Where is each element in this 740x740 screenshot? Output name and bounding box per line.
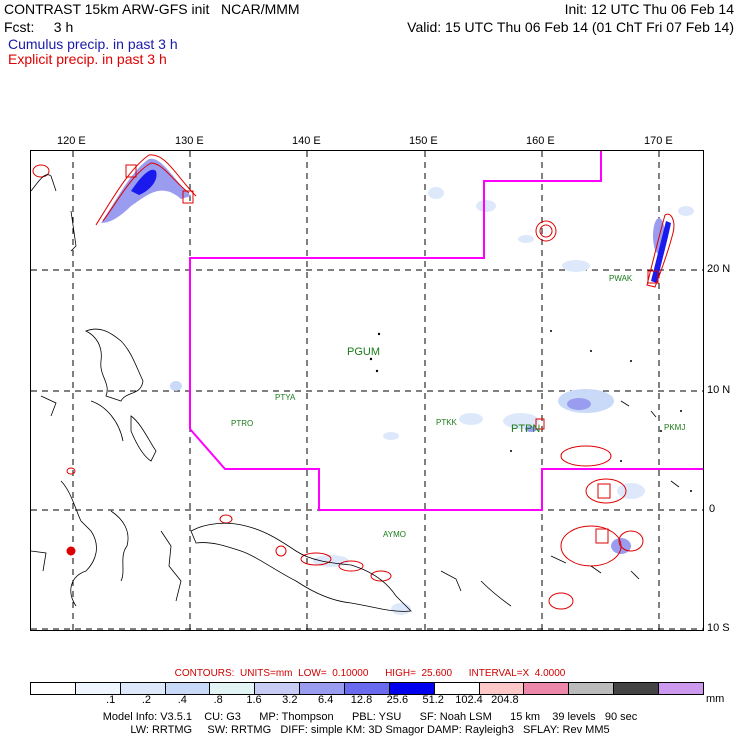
colorbar-tick-label: 102.4 (455, 694, 483, 706)
lat-label-20n: 20 N (707, 263, 731, 275)
colorbar-swatch (31, 683, 76, 694)
station-ptkk: PTKK (436, 418, 457, 427)
colorbar-swatch (255, 683, 301, 694)
colorbar-swatch (120, 683, 166, 694)
colorbar-tick-label: 1.6 (246, 694, 262, 706)
model-info-line1: Model Info: V3.5.1 CU: G3 MP: Thompson P… (102, 711, 638, 723)
colorbar-swatch (434, 683, 480, 694)
colorbar-units: mm (706, 693, 725, 705)
station-pwak: PWAK (609, 274, 633, 283)
legend-explicit-precip: Explicit precip. in past 3 h (8, 51, 167, 67)
colorbar-tick-label: .4 (177, 694, 187, 706)
model-info-line2: LW: RRTMG SW: RRTMG DIFF: simple KM: 3D … (130, 724, 610, 736)
fir-boundary (189, 151, 703, 511)
island-dots (369, 330, 692, 492)
colorbar-tick-label: 51.2 (422, 694, 444, 706)
lon-label-140e: 140 E (292, 135, 321, 147)
colorbar-swatch (389, 683, 435, 694)
station-ptya: PTYA (275, 393, 296, 402)
precip-colorbar (30, 682, 704, 695)
station-aymo: AYMO (383, 530, 406, 539)
station-pkmj: PKMJ (664, 423, 686, 432)
init-time: Init: 12 UTC Thu 06 Feb 14 (564, 1, 734, 17)
legend-cumulus-precip: Cumulus precip. in past 3 h (8, 36, 178, 52)
explicit-precip-contours (32, 164, 644, 610)
graticule (31, 151, 703, 630)
colorbar-labels: .1 .2 .4 .8 1.6 3.2 6.4 12.8 25.6 51.2 102.4 204.8 (30, 694, 702, 706)
colorbar-tick-label: .8 (213, 694, 223, 706)
lat-label-10n: 10 N (707, 384, 731, 396)
map-canvas (31, 151, 703, 630)
colorbar-swatch (165, 683, 211, 694)
colorbar-tick-label: .2 (141, 694, 152, 706)
station-ptpn: PTPN (511, 423, 541, 435)
lat-label-10s: 10 S (707, 622, 730, 634)
station-pgum: PGUM (347, 346, 380, 358)
colorbar-swatch (614, 683, 660, 694)
lon-label-170e: 170 E (644, 135, 673, 147)
precip-band-northwest (95, 154, 197, 226)
contours-info: CONTOURS: UNITS=mm LOW= 0.10000 HIGH= 25… (174, 668, 566, 679)
colorbar-swatch (524, 683, 570, 694)
lat-label-0: 0 (709, 503, 716, 515)
colorbar-swatch (479, 683, 525, 694)
colorbar-swatch (659, 683, 703, 694)
lon-label-120e: 120 E (57, 135, 86, 147)
moderate-precip-areas (525, 218, 665, 554)
colorbar-swatch (75, 683, 121, 694)
colorbar-tick-label: 12.8 (350, 694, 373, 706)
colorbar-tick-label: .1 (106, 694, 116, 706)
station-ptro: PTRO (231, 419, 254, 428)
colorbar-swatch (569, 683, 615, 694)
colorbar-tick-label: 3.2 (282, 694, 298, 706)
coastlines (31, 174, 680, 612)
colorbar-swatch (345, 683, 390, 694)
precip-band-northeast (646, 213, 675, 288)
lon-label-150e: 150 E (409, 135, 438, 147)
colorbar-swatch (210, 683, 256, 694)
colorbar-tick-label: 204.8 (491, 694, 519, 706)
colorbar-tick-label: 6.4 (318, 694, 334, 706)
valid-time: Valid: 15 UTC Thu 06 Feb 14 (01 ChT Fri … (407, 19, 734, 35)
map-panel: PGUM PTYA PTRO PTKK PTPN PWAK PKMJ AYMO (30, 150, 704, 631)
lon-label-160e: 160 E (526, 135, 555, 147)
lon-label-130e: 130 E (175, 135, 204, 147)
colorbar-swatch (300, 683, 346, 694)
colorbar-tick-label: 25.6 (386, 694, 409, 706)
model-title: CONTRAST 15km ARW-GFS init NCAR/MMM (4, 1, 300, 17)
forecast-hour: Fcst: 3 h (4, 19, 74, 35)
